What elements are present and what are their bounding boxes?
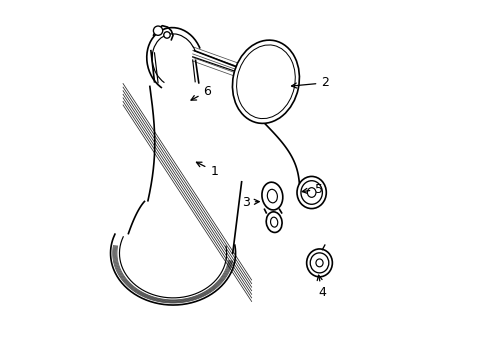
Ellipse shape bbox=[262, 182, 282, 210]
Ellipse shape bbox=[307, 188, 315, 197]
Ellipse shape bbox=[296, 176, 325, 208]
Ellipse shape bbox=[300, 181, 322, 204]
Text: 5: 5 bbox=[302, 183, 323, 196]
Ellipse shape bbox=[309, 253, 328, 273]
Ellipse shape bbox=[236, 45, 295, 118]
Ellipse shape bbox=[270, 217, 277, 227]
Ellipse shape bbox=[265, 212, 282, 233]
Text: 4: 4 bbox=[317, 275, 325, 300]
Ellipse shape bbox=[315, 259, 323, 267]
Text: 6: 6 bbox=[191, 85, 211, 100]
Text: 1: 1 bbox=[196, 162, 218, 177]
Ellipse shape bbox=[232, 40, 299, 123]
Text: 3: 3 bbox=[242, 195, 259, 209]
Circle shape bbox=[163, 32, 170, 38]
Ellipse shape bbox=[267, 189, 277, 203]
Ellipse shape bbox=[306, 249, 332, 277]
Circle shape bbox=[153, 26, 163, 35]
Text: 2: 2 bbox=[291, 76, 328, 89]
